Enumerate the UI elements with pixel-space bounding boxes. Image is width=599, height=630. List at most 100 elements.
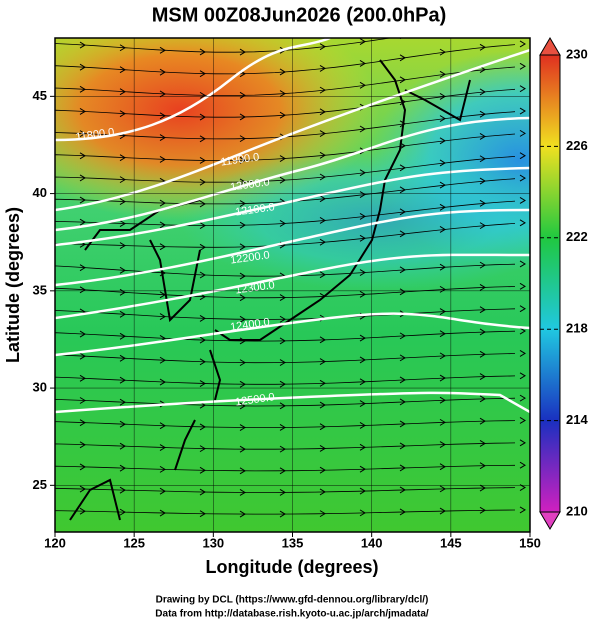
stream-arrow xyxy=(519,439,526,447)
stream-arrow xyxy=(359,81,366,89)
stream-arrow xyxy=(359,334,366,342)
stream-arrow xyxy=(359,356,366,364)
stream-arrow xyxy=(399,486,406,494)
stream-arrow xyxy=(119,242,126,249)
stream-arrow xyxy=(399,442,406,450)
stream-arrow xyxy=(479,88,486,96)
stream-arrow xyxy=(519,349,526,357)
stream-arrow xyxy=(239,221,246,229)
stream-arrow xyxy=(399,398,406,406)
stream-arrow xyxy=(439,441,446,448)
stream-arrow xyxy=(359,487,366,495)
streamline xyxy=(55,38,393,53)
stream-arrow xyxy=(399,120,406,128)
stream-arrow xyxy=(399,208,406,216)
streamline xyxy=(55,420,516,428)
stream-arrow xyxy=(159,112,166,120)
stream-arrow xyxy=(159,221,166,229)
y-axis-label: Latitude (degrees) xyxy=(3,207,23,363)
stream-arrow xyxy=(479,417,486,425)
stream-arrow xyxy=(119,198,126,206)
stream-arrow xyxy=(359,191,366,198)
stream-arrow xyxy=(159,356,166,364)
stream-arrow xyxy=(439,285,446,293)
stream-arrow xyxy=(159,422,166,430)
stream-arrow xyxy=(279,467,286,475)
stream-arrow xyxy=(119,486,126,494)
stream-arrow xyxy=(479,155,486,163)
stream-arrow xyxy=(199,243,206,251)
stream-arrow xyxy=(279,68,286,76)
stream-arrow xyxy=(319,238,326,246)
streamline xyxy=(55,66,516,96)
stream-arrow xyxy=(359,378,366,386)
stream-arrow xyxy=(239,200,246,207)
stream-arrow xyxy=(279,424,286,431)
colorbar-tick-label: 226 xyxy=(566,138,588,153)
stream-arrow xyxy=(519,305,526,313)
streamline xyxy=(55,88,516,118)
stream-arrow xyxy=(519,394,526,402)
streamline xyxy=(55,375,516,385)
stream-arrow xyxy=(359,234,366,242)
credit: Data from http://database.rish.kyoto-u.a… xyxy=(155,609,429,620)
stream-arrow xyxy=(479,462,486,470)
stream-arrow xyxy=(399,230,406,238)
contour-line xyxy=(55,208,530,287)
stream-arrow xyxy=(119,376,126,384)
stream-arrow xyxy=(119,176,126,184)
streamline xyxy=(55,263,516,277)
stream-arrow xyxy=(479,373,486,380)
stream-arrow xyxy=(399,464,406,472)
stream-arrow xyxy=(319,423,326,431)
stream-arrow xyxy=(239,402,246,410)
contour-line xyxy=(55,253,530,320)
streamline xyxy=(55,509,516,515)
stream-arrow xyxy=(79,419,86,427)
streamline xyxy=(55,44,516,75)
colorbar-tick-label: 222 xyxy=(566,229,588,244)
stream-arrow xyxy=(439,181,446,189)
stream-arrow xyxy=(279,337,286,345)
stream-arrow xyxy=(159,487,166,495)
stream-arrow xyxy=(239,91,246,99)
stream-arrow xyxy=(279,402,286,410)
stream-arrow xyxy=(479,66,486,74)
stream-arrow xyxy=(159,378,166,386)
stream-arrow xyxy=(239,294,246,302)
stream-arrow xyxy=(439,463,446,471)
stream-arrow xyxy=(199,510,206,518)
stream-arrow xyxy=(79,330,86,338)
stream-arrow xyxy=(199,48,206,56)
contour-label: 12100.0 xyxy=(234,201,275,218)
stream-arrow xyxy=(399,164,406,172)
stream-arrow xyxy=(119,508,126,516)
streamline xyxy=(55,178,516,205)
stream-arrow xyxy=(239,272,246,280)
stream-arrow xyxy=(359,443,366,451)
x-tick-label: 150 xyxy=(519,535,541,550)
colorbar-tick-label: 210 xyxy=(566,503,588,518)
stream-arrow xyxy=(279,111,286,119)
stream-arrow xyxy=(239,510,246,518)
x-axis-label: Longitude (degrees) xyxy=(205,557,378,577)
stream-arrow xyxy=(359,509,366,517)
stream-arrow xyxy=(359,465,366,473)
stream-arrow xyxy=(519,327,526,335)
stream-arrow xyxy=(159,243,166,251)
stream-arrow xyxy=(239,359,246,367)
stream-arrow xyxy=(519,152,526,160)
contour-line xyxy=(55,391,530,414)
credit: Drawing by DCL (https://www.gfd-dennou.o… xyxy=(156,595,429,606)
stream-arrow xyxy=(119,332,126,340)
stream-arrow xyxy=(119,442,126,450)
stream-arrow xyxy=(519,107,526,115)
stream-arrow xyxy=(319,173,326,181)
stream-arrow xyxy=(519,174,526,182)
stream-arrow xyxy=(79,507,86,515)
stream-arrow xyxy=(479,506,486,514)
stream-arrow xyxy=(159,156,166,163)
contour-line xyxy=(55,38,331,142)
y-tick-label: 45 xyxy=(33,88,47,103)
